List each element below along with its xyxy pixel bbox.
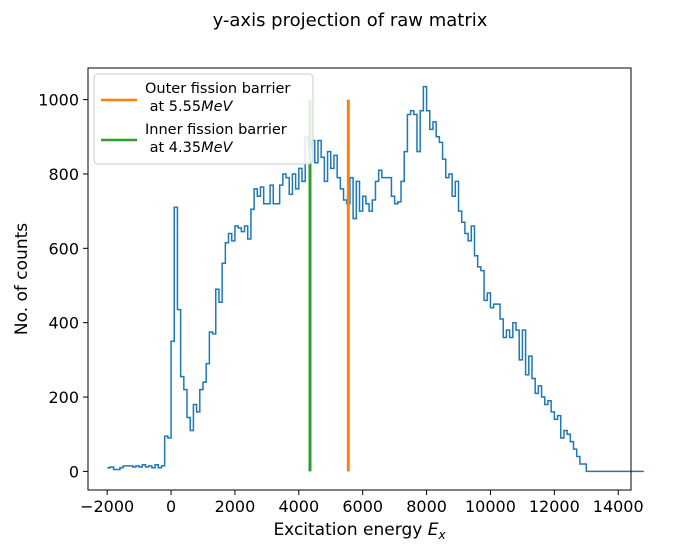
legend-label-outer-line1: Outer fission barrier	[145, 81, 290, 97]
x-tick-label: 8000	[406, 497, 447, 516]
y-tick-label: 200	[48, 388, 79, 407]
histogram-line	[107, 85, 644, 473]
y-axis-ticks: 0 200 400 600 800 1000	[38, 91, 88, 481]
legend-box	[93, 73, 314, 165]
y-tick-label: 800	[48, 165, 79, 184]
x-axis-ticks: −2000 0 2000 4000 6000 8000 10000 12000 14000	[80, 490, 644, 516]
x-tick-label: 10000	[465, 497, 516, 516]
plot-frame	[87, 67, 632, 491]
y-tick-label: 400	[48, 314, 79, 333]
barrier-lines	[308, 99, 350, 472]
y-tick-label: 1000	[38, 91, 79, 110]
y-tick-label: 600	[48, 239, 79, 258]
x-tick-label: −2000	[80, 497, 134, 516]
x-tick-label: 0	[166, 497, 176, 516]
x-tick-label: 2000	[215, 497, 256, 516]
legend: Outer fission barrier at 5.55MeV Inner f…	[93, 73, 314, 165]
legend-label-inner-line1: Inner fission barrier	[145, 122, 287, 138]
x-axis-label: Excitation energy Ex	[273, 520, 446, 542]
legend-label-inner-line2: at 4.35MeV	[145, 140, 234, 156]
x-tick-label: 12000	[529, 497, 580, 516]
y-axis-label: No. of counts	[12, 223, 32, 335]
chart-title: y-axis projection of raw matrix	[213, 10, 488, 31]
y-tick-label: 0	[69, 462, 79, 481]
x-tick-label: 6000	[342, 497, 383, 516]
x-tick-label: 14000	[593, 497, 644, 516]
x-tick-label: 4000	[278, 497, 319, 516]
legend-label-outer-line2: at 5.55MeV	[145, 99, 234, 115]
